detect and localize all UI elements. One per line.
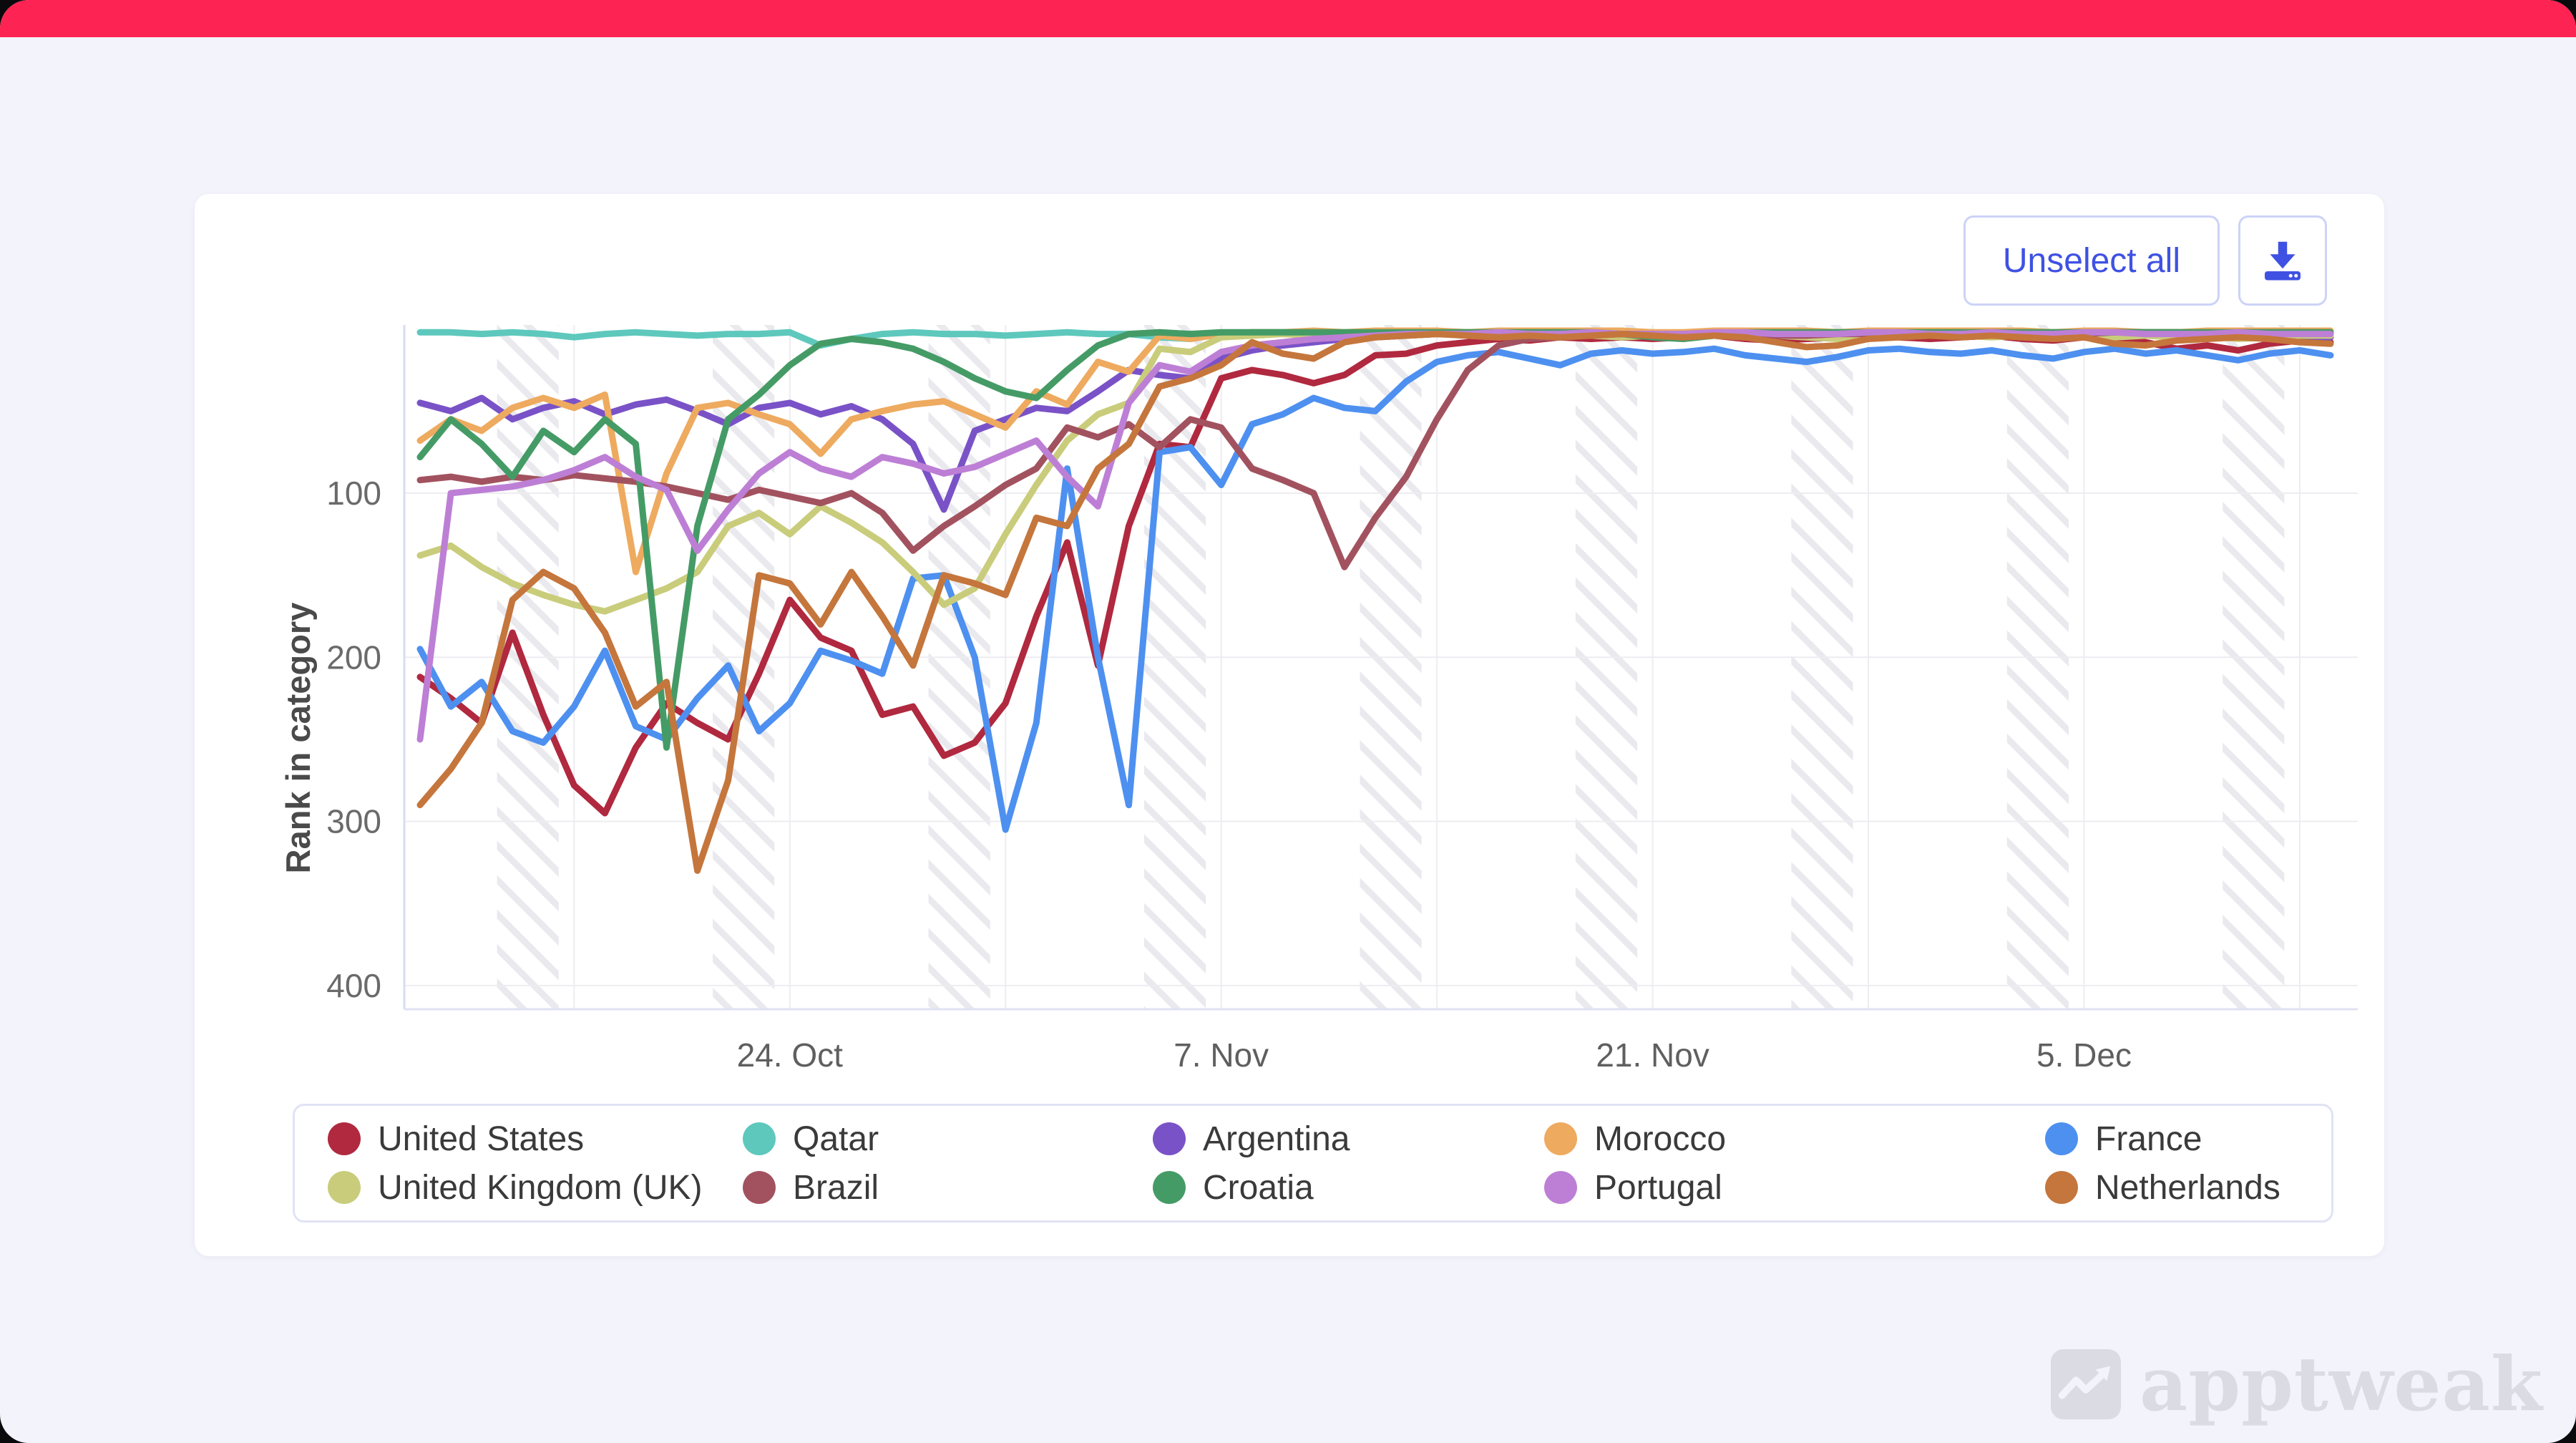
legend-label: Croatia <box>1203 1168 1314 1207</box>
legend-item-united-states[interactable]: United States <box>328 1119 743 1159</box>
browser-topbar <box>0 0 2576 37</box>
legend-item-qatar[interactable]: Qatar <box>743 1119 1153 1159</box>
legend-item-netherlands[interactable]: Netherlands <box>2045 1168 2331 1208</box>
weekend-band <box>2006 325 2069 1009</box>
download-button[interactable] <box>2238 215 2327 306</box>
legend-color-dot <box>1153 1171 1186 1204</box>
legend-label: Brazil <box>793 1168 879 1207</box>
x-tick-label: 24. Oct <box>737 1036 844 1074</box>
legend-color-dot <box>1153 1122 1186 1155</box>
weekend-band <box>1575 325 1638 1009</box>
legend-item-morocco[interactable]: Morocco <box>1544 1119 2045 1159</box>
legend-label: Qatar <box>793 1119 879 1158</box>
weekend-band <box>1360 325 1422 1009</box>
x-tick-label: 7. Nov <box>1174 1036 1269 1074</box>
weekend-band <box>928 325 990 1009</box>
weekend-band <box>1791 325 1853 1009</box>
legend-label: France <box>2095 1119 2202 1158</box>
chart-card: 100 200 300 400 24. Oct 7. Nov 21. Nov 5. Dec R… <box>195 194 2384 1256</box>
legend-color-dot <box>743 1122 776 1155</box>
legend-color-dot <box>1544 1171 1577 1204</box>
x-tick-label: 21. Nov <box>1596 1036 1709 1074</box>
apptweak-zigzag-logo-icon <box>2050 1349 2121 1419</box>
chart-legend: United States Qatar Argentina Morocco France… <box>293 1104 2333 1223</box>
legend-color-dot <box>2045 1122 2078 1155</box>
legend-color-dot <box>328 1122 361 1155</box>
y-axis-title: Rank in category <box>279 602 317 874</box>
y-tick-label: 100 <box>326 475 381 512</box>
rank-line-chart: 100 200 300 400 24. Oct 7. Nov 21. Nov 5. Dec <box>326 325 2358 1074</box>
series-line-netherlands[interactable] <box>416 331 2334 874</box>
chart-actions: Unselect all <box>1963 215 2327 306</box>
weekend-band <box>2223 325 2285 1009</box>
y-tick-label: 300 <box>326 803 381 840</box>
legend-item-brazil[interactable]: Brazil <box>743 1168 1153 1208</box>
unselect-all-button[interactable]: Unselect all <box>1963 215 2220 306</box>
download-tray-icon <box>2261 239 2304 282</box>
legend-label: Argentina <box>1203 1119 1350 1158</box>
y-tick-label: 200 <box>326 638 381 676</box>
legend-item-france[interactable]: France <box>2045 1119 2331 1159</box>
watermark-text: apptweak <box>2139 1340 2543 1428</box>
legend-color-dot <box>743 1171 776 1204</box>
legend-color-dot <box>1544 1122 1577 1155</box>
legend-item-argentina[interactable]: Argentina <box>1153 1119 1544 1159</box>
legend-item-portugal[interactable]: Portugal <box>1544 1168 2045 1208</box>
legend-color-dot <box>328 1171 361 1204</box>
apptweak-watermark: apptweak <box>2050 1340 2543 1428</box>
legend-color-dot <box>2045 1171 2078 1204</box>
legend-item-croatia[interactable]: Croatia <box>1153 1168 1544 1208</box>
legend-label: Morocco <box>1594 1119 1727 1158</box>
legend-label: United States <box>378 1119 585 1158</box>
series-line-france[interactable] <box>416 345 2334 833</box>
legend-item-united-kingdom-uk-[interactable]: United Kingdom (UK) <box>328 1168 743 1208</box>
legend-label: Portugal <box>1594 1168 1722 1207</box>
legend-label: Netherlands <box>2095 1168 2280 1207</box>
x-tick-label: 5. Dec <box>2036 1036 2132 1074</box>
legend-label: United Kingdom (UK) <box>378 1168 703 1207</box>
y-tick-label: 400 <box>326 967 381 1004</box>
